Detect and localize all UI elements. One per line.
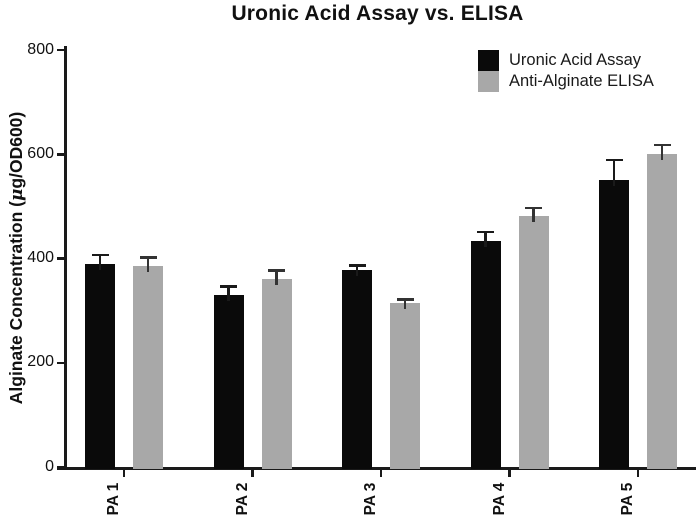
error-bar-cap-uronic-pa5: [605, 158, 623, 162]
error-bar-cap-elisa-pa5: [653, 143, 671, 147]
x-axis-tick-5: [636, 469, 640, 477]
error-bar-stem-uronic-pa2: [227, 286, 230, 301]
legend-swatch-uronic-acid-assay: [478, 50, 499, 71]
error-bar-cap-uronic-pa1: [91, 253, 109, 257]
y-axis-tick-label-400: 400: [27, 249, 54, 266]
x-axis-label-pa-5: PA 5: [619, 482, 636, 516]
error-bar-stem-elisa-pa3: [403, 299, 407, 309]
bar-uronic-pa4: [470, 241, 501, 469]
error-bar-cap-elisa-pa1: [139, 256, 157, 259]
x-axis-label-pa-1: PA 1: [105, 482, 122, 516]
legend-swatch-anti-alginate-elisa: [478, 71, 499, 92]
error-bar-cap-uronic-pa4: [477, 230, 494, 234]
bar-elisa-pa1: [133, 266, 163, 469]
y-axis-tick-label-800: 800: [27, 40, 54, 58]
mu-symbol: μ: [7, 188, 27, 202]
bar-uronic-pa3: [342, 269, 372, 469]
error-bar-cap-elisa-pa3: [396, 298, 414, 301]
error-bar-stem-uronic-pa3: [355, 265, 359, 276]
error-bar-stem-uronic-pa4: [484, 231, 487, 248]
legend-label-anti-alginate-elisa: Anti-Alginate ELISA: [509, 72, 654, 90]
bar-uronic-pa2: [213, 294, 244, 469]
bar-uronic-pa5: [599, 180, 629, 469]
x-axis-line: [57, 467, 696, 470]
y-axis-tick-600: [57, 153, 65, 156]
x-axis-tick-3: [379, 469, 383, 477]
y-axis-tick-200: [57, 361, 65, 364]
x-axis-tick-1: [122, 469, 126, 477]
legend-label-uronic-acid-assay: Uronic Acid Assay: [509, 51, 642, 69]
legend-item-uronic-acid-assay: Uronic Acid Assay: [478, 50, 654, 71]
error-bar-cap-uronic-pa3: [348, 264, 366, 267]
bar-elisa-pa2: [261, 279, 292, 469]
y-axis-tick-label-600: 600: [27, 144, 54, 162]
y-axis-tick-400: [57, 257, 65, 260]
bar-uronic-pa1: [85, 263, 115, 469]
error-bar-stem-uronic-pa5: [612, 159, 616, 187]
error-bar-stem-elisa-pa4: [532, 207, 535, 222]
x-axis-label-pa-3: PA 3: [362, 482, 379, 516]
y-axis-title-text: Alginate Concentration (: [6, 201, 26, 405]
bar-elisa-pa4: [518, 215, 549, 469]
error-bar-cap-elisa-pa2: [268, 269, 285, 272]
y-axis-tick-0: [57, 465, 65, 469]
x-axis-label-pa-2: PA 2: [233, 482, 251, 516]
x-axis-label-pa-4: PA 4: [490, 482, 508, 516]
y-axis-tick-label-0: 0: [45, 457, 54, 475]
error-bar-cap-uronic-pa2: [220, 285, 237, 288]
error-bar-stem-elisa-pa2: [275, 270, 278, 286]
y-axis-tick-label-200: 200: [27, 353, 54, 371]
y-axis-tick-800: [57, 48, 65, 52]
legend-item-anti-alginate-elisa: Anti-Alginate ELISA: [478, 71, 654, 92]
error-bar-stem-uronic-pa1: [98, 254, 102, 270]
legend: Uronic Acid Assay Anti-Alginate ELISA: [478, 50, 654, 92]
x-axis-tick-2: [251, 469, 254, 477]
error-bar-stem-elisa-pa1: [146, 257, 150, 273]
chart-title: Uronic Acid Assay vs. ELISA: [231, 2, 524, 25]
bar-elisa-pa5: [647, 154, 677, 469]
y-axis-line: [64, 46, 67, 469]
x-axis-tick-4: [508, 469, 511, 477]
bar-elisa-pa3: [390, 302, 420, 469]
error-bar-cap-elisa-pa4: [525, 206, 542, 210]
error-bar-stem-elisa-pa5: [660, 144, 664, 161]
